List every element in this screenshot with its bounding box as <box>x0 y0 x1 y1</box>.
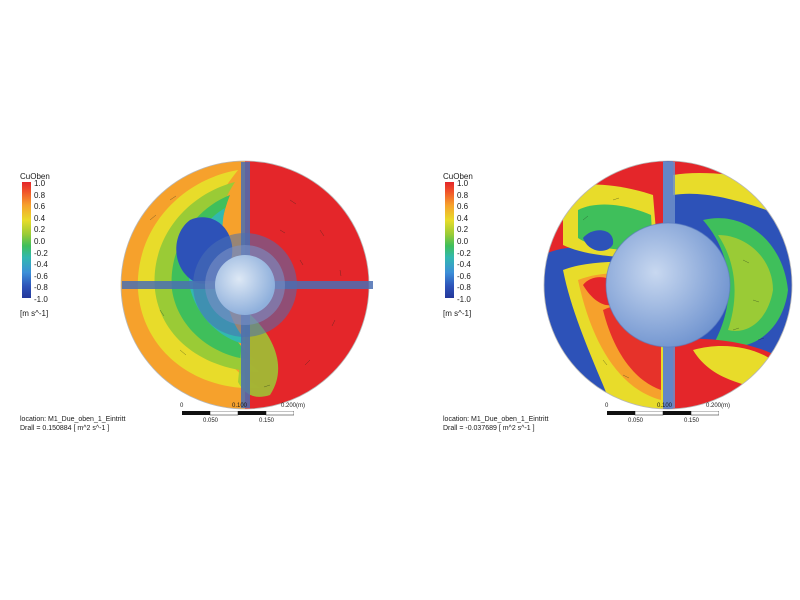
color-legend: CuOben 1.0 0.8 0.6 0.4 0.2 0.0 -0.2 -0.4… <box>20 172 80 332</box>
legend-tick: -0.8 <box>34 283 48 293</box>
scale-label: 0.150 <box>684 418 700 424</box>
legend-tick: -1.0 <box>457 295 471 304</box>
hub-cone <box>606 223 730 347</box>
color-legend: CuOben 1.0 0.8 0.6 0.4 0.2 0.0 -0.2 -0.4… <box>443 172 503 332</box>
legend-tick: 0.2 <box>457 225 469 235</box>
right-contour-panel: CuOben 1.0 0.8 0.6 0.4 0.2 0.0 -0.2 -0.4… <box>400 0 800 600</box>
legend-tick: -0.6 <box>34 271 48 281</box>
scale-label: 0.100 <box>657 403 673 409</box>
scale-label: 0 <box>180 403 184 409</box>
scale-label: 0 <box>605 403 609 409</box>
velocity-vectors <box>149 195 342 388</box>
left-swirl-contour-plot <box>120 160 373 410</box>
scale-bar: 0 0.100 0.200 (m) 0.050 0.150 <box>600 403 730 429</box>
legend-title: CuOben <box>443 172 473 181</box>
legend-tick: 0.8 <box>457 190 469 200</box>
contour-yellow-region <box>137 170 260 389</box>
drall-label: Drall = -0.037689 [ m^2 s^-1 ] <box>443 425 535 432</box>
scale-label: (m) <box>721 403 730 409</box>
legend-tick: -0.4 <box>457 260 471 270</box>
velocity-vectors <box>582 197 765 379</box>
legend-tick: -0.8 <box>457 283 471 293</box>
scale-label: 0.200 <box>706 403 722 409</box>
legend-ticks: 1.0 0.8 0.6 0.4 0.2 0.0 -0.2 -0.4 -0.6 -… <box>34 180 74 304</box>
scale-label: 0.100 <box>232 403 248 409</box>
legend-tick: -0.6 <box>457 271 471 281</box>
hub-cone <box>215 255 275 315</box>
legend-tick: -0.4 <box>34 260 48 270</box>
plot-info: location: M1_Due_oben_1_Eintritt Drall =… <box>443 415 548 433</box>
scale-label: 0.200 <box>281 403 297 409</box>
legend-tick: 0.0 <box>34 237 46 246</box>
contour-small-vortex <box>583 230 614 251</box>
legend-tick: -1.0 <box>34 295 48 304</box>
plot-info: location: M1_Due_oben_1_Eintritt Drall =… <box>20 415 125 433</box>
legend-tick: 0.6 <box>457 202 469 212</box>
scale-label: 0.150 <box>259 418 275 424</box>
legend-ticks: 1.0 0.8 0.6 0.4 0.2 0.0 -0.2 -0.4 -0.6 -… <box>457 180 497 304</box>
legend-tick: 0.4 <box>34 213 46 223</box>
legend-tick: 0.8 <box>34 190 46 200</box>
drall-label: Drall = 0.150884 [ m^2 s^-1 ] <box>20 425 110 432</box>
legend-unit: [m s^-1] <box>20 309 49 318</box>
scale-label: (m) <box>296 403 305 409</box>
legend-unit: [m s^-1] <box>443 309 472 318</box>
contour-right-lightgreen <box>718 235 773 331</box>
scale-label: 0.050 <box>203 418 219 424</box>
legend-tick: -0.2 <box>457 248 471 258</box>
location-label: location: M1_Due_oben_1_Eintritt <box>20 416 126 423</box>
legend-title: CuOben <box>20 172 50 181</box>
legend-tick: 1.0 <box>457 179 469 188</box>
location-label: location: M1_Due_oben_1_Eintritt <box>443 416 549 423</box>
right-swirl-contour-plot <box>543 160 793 410</box>
scale-bar-graphic <box>607 411 719 416</box>
legend-color-bar <box>22 182 31 298</box>
scale-bar-graphic <box>182 411 294 416</box>
legend-tick: 0.0 <box>457 237 469 246</box>
legend-tick: 0.2 <box>34 225 46 235</box>
legend-color-bar <box>445 182 454 298</box>
legend-tick: 0.6 <box>34 202 46 212</box>
left-contour-panel: CuOben 1.0 0.8 0.6 0.4 0.2 0.0 -0.2 -0.4… <box>20 160 373 433</box>
scale-label: 0.050 <box>628 418 644 424</box>
legend-tick: 1.0 <box>34 179 46 188</box>
legend-tick: -0.2 <box>34 248 48 258</box>
legend-tick: 0.4 <box>457 213 469 223</box>
scale-bar: 0 0.100 0.200 (m) 0.050 0.150 <box>175 403 305 429</box>
